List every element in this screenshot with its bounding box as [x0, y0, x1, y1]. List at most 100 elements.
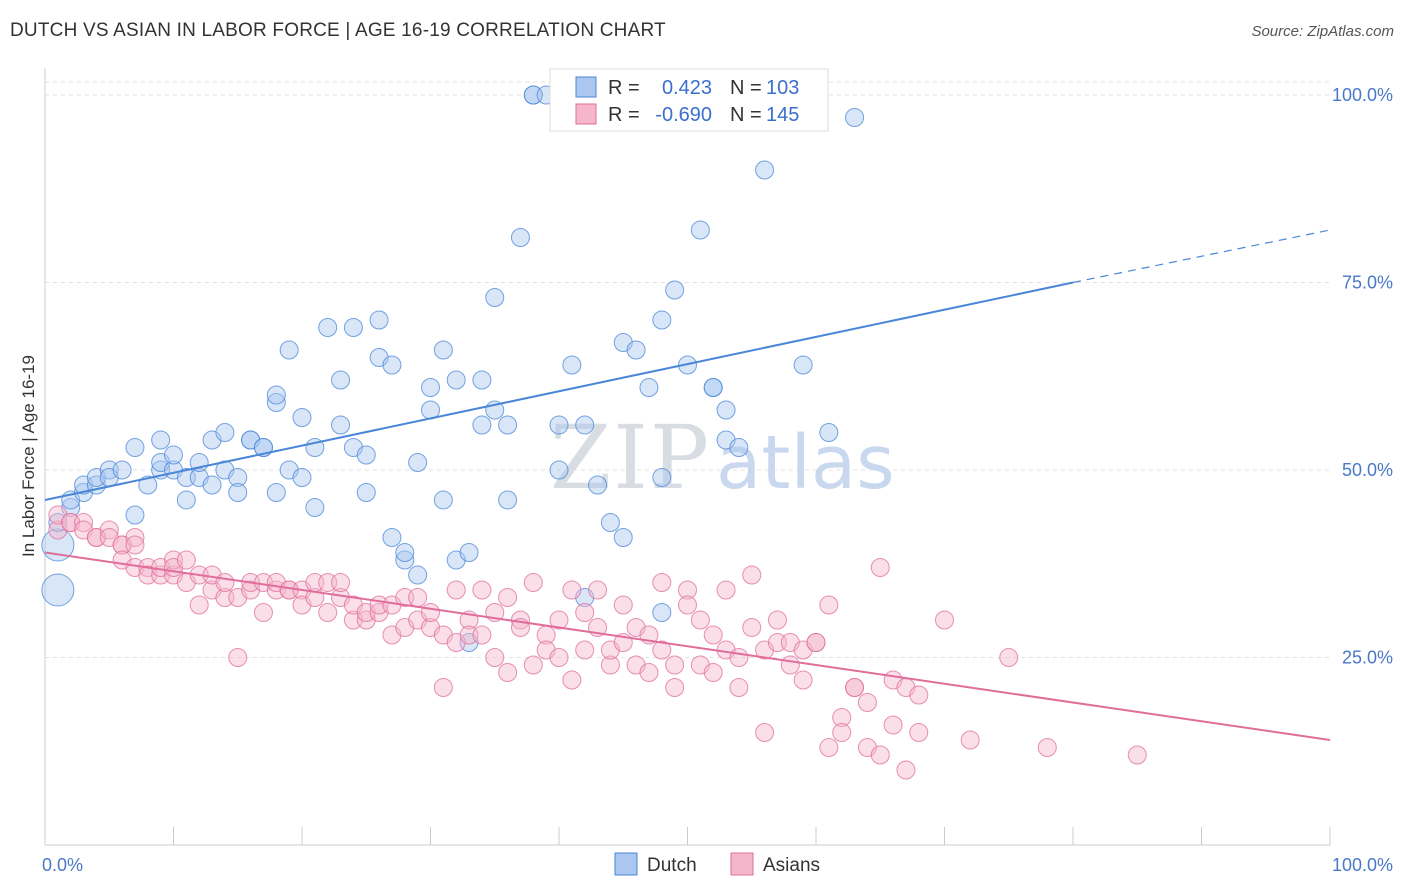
y-tick-label: 100.0%: [1332, 85, 1393, 105]
dutch-point: [228, 483, 248, 502]
dutch-point: [292, 468, 312, 487]
asians-point: [806, 633, 826, 652]
asians-point: [600, 655, 620, 675]
asians-point: [883, 715, 903, 735]
dutch-point: [639, 378, 659, 397]
asians-point: [575, 640, 595, 660]
asians-bottom-label: Asians: [763, 855, 820, 876]
dutch-point: [41, 573, 75, 607]
asians-point: [742, 565, 762, 585]
dutch-point: [613, 528, 633, 547]
asians-point: [575, 603, 595, 622]
asians-point: [549, 610, 569, 630]
asians-point: [716, 580, 736, 600]
asians-point: [909, 723, 929, 742]
dutch-legend-swatch: [575, 76, 597, 98]
asians-point: [665, 678, 685, 697]
asians-point: [253, 603, 273, 622]
dutch-points: [41, 85, 865, 652]
y-tick-label: 75.0%: [1342, 273, 1393, 293]
asians-point: [742, 618, 762, 637]
dutch-point: [652, 468, 672, 487]
y-tick-label: 25.0%: [1342, 648, 1393, 668]
dutch-r-label: R =: [608, 77, 640, 99]
dutch-point: [164, 445, 183, 465]
dutch-point: [369, 310, 389, 330]
dutch-point: [729, 438, 749, 457]
asians-point: [639, 663, 659, 682]
asians-point: [99, 520, 119, 540]
asians-point: [703, 663, 723, 682]
asians-point: [523, 655, 543, 675]
asians-point: [588, 580, 608, 600]
asians-legend-swatch: [575, 103, 597, 125]
dutch-trend-extension: [1072, 229, 1331, 284]
asians-point: [678, 580, 697, 600]
asians-n-label: N =: [730, 104, 762, 126]
dutch-point: [176, 490, 196, 510]
dutch-point: [382, 355, 402, 375]
dutch-point: [266, 393, 286, 412]
dutch-point: [343, 318, 363, 337]
dutch-point: [433, 490, 453, 510]
asians-points: [48, 505, 1147, 780]
asians-point: [446, 580, 466, 600]
dutch-point: [408, 453, 428, 472]
asians-point: [870, 745, 890, 765]
asians-point: [549, 648, 569, 667]
dutch-point: [331, 370, 351, 390]
stats-legend: R = 0.423 N = 103 R = -0.690 N = 145: [549, 68, 829, 132]
trend-lines: [44, 229, 1331, 741]
dutch-point: [228, 468, 248, 487]
watermark: ZIP atlas: [550, 406, 895, 509]
dutch-point: [138, 475, 158, 495]
asians-point: [819, 738, 839, 757]
asians-point: [678, 595, 697, 615]
dutch-r-value: 0.423: [662, 77, 712, 99]
asians-point: [755, 723, 775, 742]
dutch-point: [600, 513, 620, 532]
dutch-point: [356, 445, 376, 465]
dutch-point: [395, 550, 415, 570]
asians-point: [780, 655, 800, 675]
dutch-point: [498, 415, 518, 435]
asians-point: [703, 625, 723, 645]
axes: [44, 68, 1331, 846]
asians-point: [562, 580, 582, 600]
y-tick-label: 50.0%: [1342, 460, 1393, 480]
dutch-point: [215, 423, 235, 442]
asians-point: [1037, 738, 1057, 757]
dutch-point: [652, 603, 672, 622]
asians-n-value: 145: [766, 104, 799, 126]
dutch-point: [433, 340, 453, 360]
dutch-point: [318, 318, 338, 337]
dutch-point: [485, 288, 505, 307]
asians-point: [819, 595, 839, 615]
dutch-point: [151, 430, 171, 450]
dutch-point: [575, 415, 595, 435]
watermark-atlas: atlas: [716, 420, 895, 506]
dutch-point: [716, 400, 736, 420]
asians-point: [433, 678, 453, 697]
dutch-point: [125, 438, 145, 457]
dutch-point: [331, 415, 351, 435]
dutch-trend-line: [44, 281, 1074, 501]
dutch-point: [498, 490, 518, 510]
asians-point: [408, 588, 428, 607]
dutch-point: [472, 370, 492, 390]
dutch-point: [382, 528, 402, 547]
dutch-point: [266, 385, 286, 405]
asians-point: [652, 640, 672, 660]
dutch-bottom-label: Dutch: [647, 855, 697, 876]
dutch-point: [665, 280, 685, 300]
dutch-point: [652, 310, 672, 330]
asians-point: [176, 550, 196, 570]
dutch-point: [472, 415, 492, 435]
asians-point: [960, 730, 980, 750]
asians-trend-line: [44, 551, 1331, 741]
asians-point: [690, 610, 710, 630]
dutch-point: [292, 408, 312, 427]
asians-point: [857, 693, 877, 712]
dutch-point: [395, 543, 415, 562]
